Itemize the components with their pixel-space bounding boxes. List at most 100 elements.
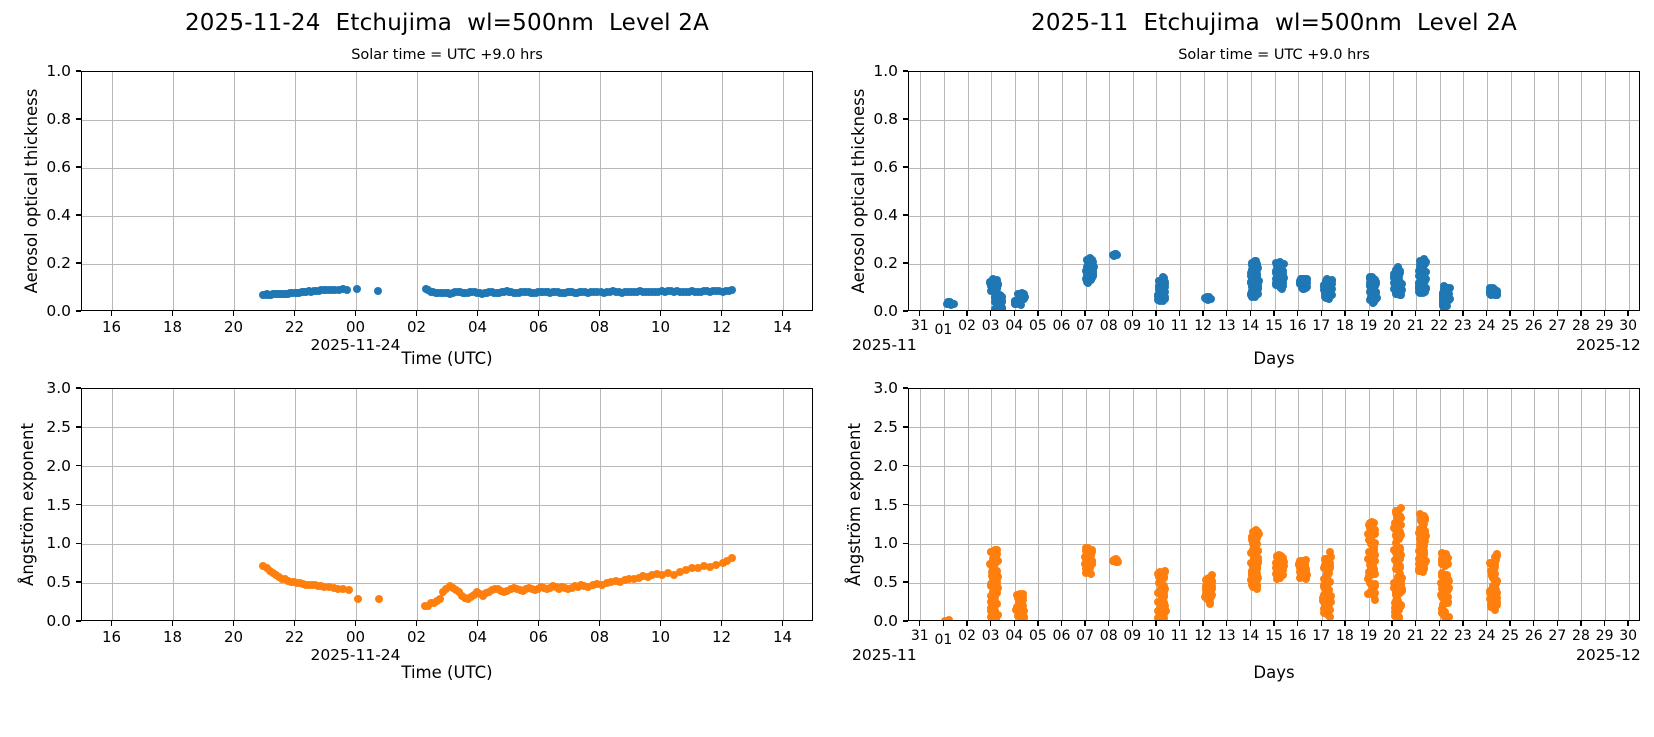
- data-point: [1485, 595, 1494, 604]
- data-point: [1302, 276, 1311, 285]
- gridline-horizontal: [82, 215, 812, 217]
- gridline-vertical: [295, 389, 296, 620]
- x-tick-label: 02: [958, 318, 976, 334]
- x-tick-label: 07: [1076, 318, 1094, 334]
- gridline-vertical: [1439, 389, 1441, 620]
- x-tick-mark: [1226, 311, 1228, 316]
- data-point: [669, 571, 678, 580]
- gridline-vertical: [173, 72, 174, 310]
- data-point: [1391, 507, 1400, 516]
- data-point: [354, 595, 363, 604]
- date-label-right-angstrom-monthly: 2025-12: [1576, 646, 1641, 664]
- x-tick-mark: [919, 621, 921, 626]
- x-tick-label: 13: [1217, 318, 1236, 334]
- data-point: [1202, 582, 1211, 591]
- data-point: [1364, 520, 1373, 529]
- x-tick-mark: [1013, 621, 1015, 626]
- gridline-vertical: [1557, 72, 1559, 310]
- gridline-vertical: [356, 72, 357, 310]
- x-tick-label: 05: [1028, 318, 1047, 334]
- gridline-vertical: [600, 72, 601, 310]
- data-point: [996, 301, 1005, 310]
- data-point: [1396, 528, 1405, 537]
- data-point: [325, 583, 334, 592]
- data-point: [1437, 550, 1446, 559]
- data-point: [688, 564, 696, 573]
- data-point: [663, 569, 672, 578]
- gridline-vertical: [112, 389, 113, 620]
- data-point: [634, 573, 643, 582]
- gridline-vertical: [539, 72, 540, 310]
- data-point: [723, 556, 732, 565]
- data-point: [1019, 613, 1028, 620]
- x-tick-label: 08: [589, 628, 610, 646]
- x-tick-mark: [1037, 621, 1039, 626]
- x-tick-label: 03: [981, 318, 1000, 334]
- data-point: [1160, 588, 1169, 597]
- gridline-vertical: [1014, 72, 1016, 310]
- x-tick-mark: [232, 621, 235, 626]
- data-point: [1439, 570, 1448, 579]
- data-point: [1390, 556, 1399, 565]
- gridline-vertical: [1416, 389, 1418, 620]
- x-tick-mark: [989, 311, 992, 316]
- data-point: [1323, 585, 1332, 594]
- x-tick-label: 09: [1123, 318, 1142, 334]
- data-point: [607, 578, 616, 587]
- gridline-vertical: [661, 389, 662, 620]
- data-point: [1421, 537, 1430, 546]
- x-tick-mark: [354, 621, 357, 626]
- data-point: [1395, 544, 1404, 553]
- data-point: [1083, 561, 1092, 570]
- data-point: [1368, 277, 1377, 286]
- ylabel-aot-monthly: Aerosol optical thickness: [849, 88, 868, 294]
- gridline-vertical: [1274, 72, 1276, 310]
- data-point: [1159, 581, 1168, 590]
- data-point: [1416, 529, 1425, 538]
- x-tick-label: 14: [772, 318, 793, 336]
- y-tick-label: 0.0: [873, 302, 898, 320]
- data-point: [1438, 593, 1447, 602]
- data-point: [706, 562, 715, 571]
- gridline-vertical: [1227, 72, 1229, 310]
- gridline-horizontal: [82, 466, 812, 468]
- data-point: [643, 572, 652, 581]
- data-point: [1271, 268, 1280, 277]
- data-point: [1085, 565, 1094, 574]
- gridline-vertical: [1203, 389, 1205, 620]
- y-tick-mark: [76, 581, 81, 583]
- x-tick-mark: [1296, 621, 1299, 626]
- data-point: [993, 281, 1002, 290]
- gridline-vertical: [1038, 389, 1040, 620]
- x-tick-mark: [415, 621, 418, 626]
- data-point: [694, 563, 703, 572]
- x-tick-label: 18: [162, 318, 183, 336]
- y-tick-mark: [76, 387, 81, 389]
- gridline-vertical: [1321, 72, 1323, 310]
- data-point: [1205, 574, 1214, 583]
- data-point: [1277, 284, 1286, 293]
- x-tick-label: 01: [934, 322, 953, 338]
- y-tick-mark: [903, 581, 908, 583]
- y-tick-label: 0.8: [46, 110, 71, 128]
- gridline-vertical: [1085, 72, 1087, 310]
- y-tick-mark: [903, 503, 908, 506]
- data-point: [588, 581, 597, 590]
- data-point: [1253, 576, 1262, 585]
- gridline-vertical: [1061, 389, 1063, 620]
- data-point: [1320, 608, 1329, 617]
- data-point: [1327, 291, 1336, 300]
- x-tick-mark: [1391, 311, 1393, 316]
- y-tick-mark: [76, 620, 81, 622]
- x-tick-mark: [1108, 311, 1110, 316]
- x-tick-mark: [1249, 311, 1252, 316]
- x-tick-mark: [919, 311, 921, 316]
- data-point: [990, 574, 999, 583]
- x-tick-mark: [1296, 311, 1299, 316]
- x-tick-label: 15: [1265, 318, 1283, 334]
- panel-aot-daily-title: 2025-11-24 Etchujima wl=500nm Level 2A: [184, 10, 710, 36]
- x-tick-mark: [1202, 311, 1204, 316]
- gridline-vertical: [1298, 389, 1300, 620]
- data-point: [1153, 589, 1162, 598]
- x-tick-mark: [966, 311, 968, 316]
